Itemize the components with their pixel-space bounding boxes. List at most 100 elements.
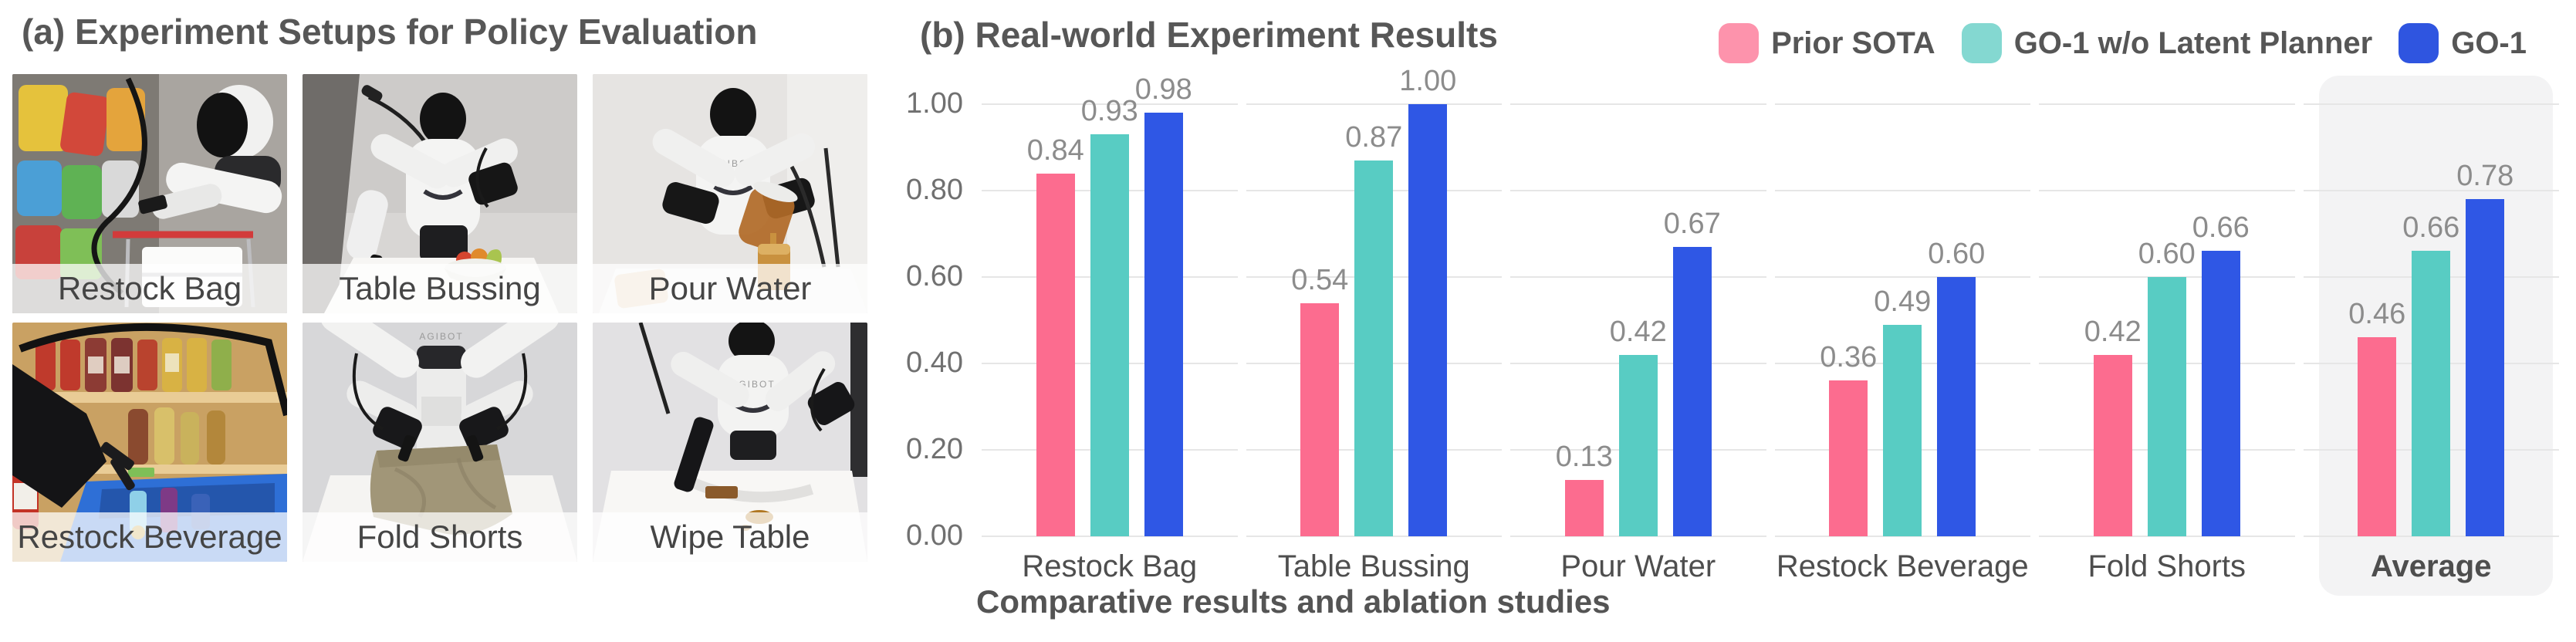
bar-value-label: 0.84 [1026,134,1084,167]
bar-value-label: 0.67 [1663,208,1721,240]
y-tick-label: 0.60 [906,260,963,292]
bar-value-label: 0.46 [2348,298,2406,330]
legend-label-go1: GO-1 [2451,25,2527,60]
bar-prior-sota-table-bussing [1300,303,1340,536]
photo-label-pour-water: Pour Water [593,264,867,313]
bar-prior-sota-restock-bag [1036,174,1075,536]
legend-swatch-go1 [2399,23,2439,63]
gridline [982,103,1238,105]
photo-label-restock-bag: Restock Bag [12,264,287,313]
legend-label-go1-wo-latent-planner: GO-1 w/o Latent Planner [2013,25,2373,60]
chart-legend: Prior SOTA GO-1 w/o Latent Planner GO-1 [1719,23,2527,63]
bar-go-1-w-o-latent-planner-restock-bag [1090,134,1129,536]
bar-value-label: 0.66 [2192,211,2250,244]
bar-go-1-restock-bag [1144,113,1183,536]
figure-caption: Comparative results and ablation studies [976,583,1611,620]
photo-pour-water: AGIBOT Pour Water [593,74,867,313]
chart-panel-fold-shorts: 0.42 0.60 0.66 [2039,103,2295,537]
photo-restock-beverage: Restock Beverage [12,323,287,562]
bar-go-1-w-o-latent-planner-average [2412,251,2451,536]
bar-value-label: 0.54 [1291,264,1349,296]
gridline [2303,190,2559,191]
bar-value-label: 0.36 [1820,341,1878,373]
gridline [1510,103,1766,105]
bar-value-label: 0.98 [1134,73,1192,106]
x-category-label-pour-water: Pour Water [1560,549,1716,583]
gridline [1510,276,1766,278]
photo-label-restock-beverage: Restock Beverage [12,512,287,562]
photo-table-bussing: AGIBOT Table Bussing [303,74,577,313]
y-tick-label: 0.80 [906,174,963,206]
bar-value-label: 0.87 [1345,121,1403,154]
bar-value-label: 0.49 [1874,286,1932,318]
chart-panel-pour-water: 0.13 0.42 0.67 [1510,103,1766,537]
gridline [1774,536,2030,537]
gridline [982,536,1238,537]
chart-panel-restock-bag: 0.84 0.93 0.98 [982,73,1238,537]
chart-panel-restock-beverage: 0.36 0.49 0.60 [1774,103,2030,537]
x-category-label-restock-bag: Restock Bag [1022,549,1198,583]
bar-value-label: 0.66 [2402,211,2460,244]
gridline [1510,190,1766,191]
gridline [1774,276,2030,278]
y-tick-label: 0.40 [906,346,963,379]
panel-a-title: (a) Experiment Setups for Policy Evaluat… [22,12,758,52]
legend-swatch-prior-sota [1719,23,1760,63]
bar-go-1-table-bussing [1408,104,1448,536]
bar-value-label: 0.42 [1609,316,1667,348]
x-category-label-average: Average [2371,549,2492,583]
bar-value-label: 0.60 [1928,238,1986,270]
bar-go-1-w-o-latent-planner-restock-beverage [1883,325,1922,536]
photo-label-wipe-table: Wipe Table [593,512,867,562]
x-category-label-table-bussing: Table Bussing [1277,549,1470,583]
bar-value-label: 0.60 [2138,238,2196,270]
bar-go-1-restock-beverage [1937,277,1976,536]
y-tick-label: 1.00 [906,87,963,120]
photo-wipe-table: AGIBOT Wipe Table [593,323,867,562]
panel-b-title: (b) Real-world Experiment Results [920,15,1498,55]
bar-go-1-w-o-latent-planner-pour-water [1618,355,1658,536]
bar-value-label: 0.93 [1080,95,1138,127]
bar-prior-sota-fold-shorts [2093,355,2132,536]
legend-item-go1-wo-latent-planner: GO-1 w/o Latent Planner [1961,23,2373,63]
bar-value-label: 0.42 [2084,316,2142,348]
photo-fold-shorts: AGIBOT Fold Shorts [303,323,577,562]
bar-prior-sota-average [2358,337,2397,536]
gridline [1510,536,1766,537]
gridline [2039,190,2295,191]
chart-panel-table-bussing: 0.54 0.87 1.00 [1246,65,1502,537]
bar-value-label: 0.13 [1555,441,1613,473]
photo-label-table-bussing: Table Bussing [303,264,577,313]
bar-prior-sota-restock-beverage [1829,380,1868,536]
gridline [1246,536,1502,537]
bar-go-1-pour-water [1672,247,1712,536]
chart-panel-average: 0.46 0.66 0.78 [2303,103,2559,537]
gridline [1774,103,2030,105]
robot-brand-text: AGIBOT [419,331,463,342]
bar-go-1-w-o-latent-planner-table-bussing [1354,160,1394,536]
bar-go-1-w-o-latent-planner-fold-shorts [2147,277,2186,536]
x-category-label-restock-beverage: Restock Beverage [1776,549,2029,583]
photo-label-fold-shorts: Fold Shorts [303,512,577,562]
x-category-label-fold-shorts: Fold Shorts [2088,549,2246,583]
bar-value-label: 0.78 [2456,160,2514,192]
legend-item-prior-sota: Prior SOTA [1719,23,1935,63]
photo-restock-bag: Restock Bag [12,74,287,313]
gridline [2303,103,2559,105]
legend-item-go1: GO-1 [2399,23,2527,63]
legend-swatch-go1-wo-latent-planner [1961,23,2002,63]
gridline [2039,103,2295,105]
bar-value-label: 1.00 [1399,65,1457,97]
gridline [1246,103,1502,105]
gridline [2303,536,2559,537]
y-tick-label: 0.00 [906,519,963,552]
bar-go-1-average [2466,199,2505,536]
gridline [2039,536,2295,537]
y-tick-label: 0.20 [906,433,963,465]
bar-go-1-fold-shorts [2201,251,2240,536]
gridline [1774,190,2030,191]
bar-prior-sota-pour-water [1564,480,1604,536]
legend-label-prior-sota: Prior SOTA [1771,25,1935,60]
